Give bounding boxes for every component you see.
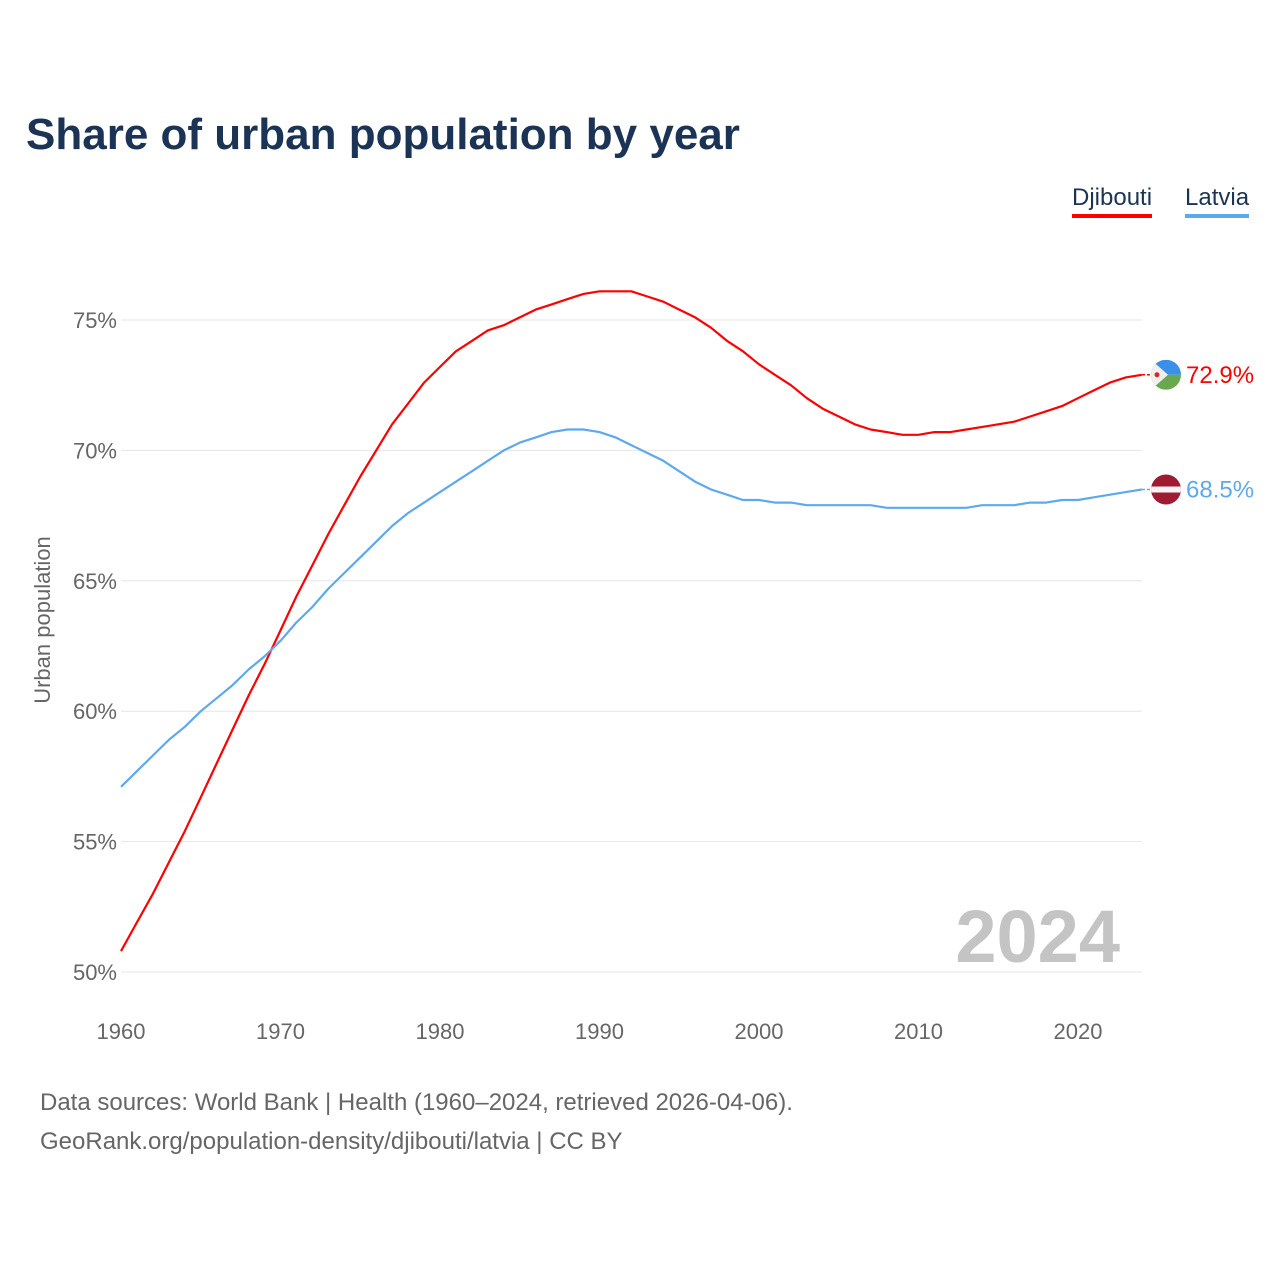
flag-stripe xyxy=(1151,486,1181,493)
y-tick-label: 65% xyxy=(73,569,117,594)
y-tick-label: 55% xyxy=(73,830,117,855)
x-tick-label: 2020 xyxy=(1054,1019,1103,1044)
legend-latvia[interactable]: Latvia xyxy=(1185,184,1250,218)
series-line-latvia xyxy=(120,428,1142,788)
x-tick-label: 2010 xyxy=(894,1019,943,1044)
end-value-label-latvia: 68.5% xyxy=(1186,477,1254,504)
y-tick-label: 60% xyxy=(73,699,117,724)
footer-attribution[interactable]: GeoRank.org/population-density/djibouti/… xyxy=(40,1128,623,1155)
legend-djibouti[interactable]: Djibouti xyxy=(1072,184,1153,218)
y-tick-label: 75% xyxy=(73,308,117,333)
y-tick-label: 70% xyxy=(73,438,117,463)
y-tick-label: 50% xyxy=(73,960,117,985)
footer-sources: Data sources: World Bank | Health (1960–… xyxy=(40,1089,793,1116)
year-watermark: 2024 xyxy=(955,895,1120,978)
y-axis-label: Urban population xyxy=(30,536,55,704)
x-tick-label: 2000 xyxy=(735,1019,784,1044)
flag-djibouti-icon xyxy=(1151,359,1181,390)
x-tick-label: 1960 xyxy=(97,1019,146,1044)
flag-star xyxy=(1154,372,1160,378)
series-line-djibouti xyxy=(120,290,1142,952)
x-tick-label: 1970 xyxy=(256,1019,305,1044)
chart-title: Share of urban population by year xyxy=(26,110,740,159)
end-value-label-djibouti: 72.9% xyxy=(1186,362,1254,389)
flag-latvia-icon xyxy=(1151,474,1181,505)
x-tick-label: 1990 xyxy=(575,1019,624,1044)
x-tick-label: 1980 xyxy=(416,1019,465,1044)
